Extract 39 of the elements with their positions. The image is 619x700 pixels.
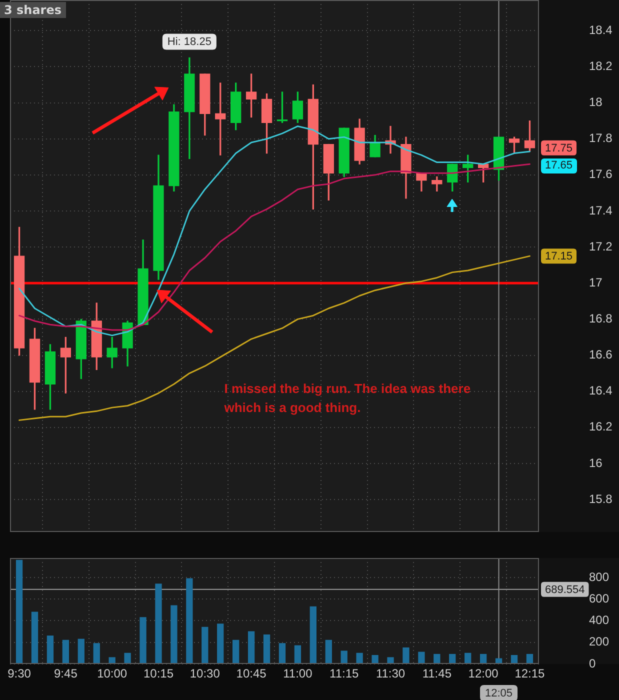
ref-line-label: 12:05 <box>485 688 513 700</box>
x-tick-label: 11:00 <box>283 666 313 681</box>
text: 17.65 <box>541 158 577 174</box>
x-tick-label: 10:30 <box>190 666 220 681</box>
x-tick-label: 12:00 <box>468 666 499 681</box>
y-tick-label: 17.2 <box>589 239 613 254</box>
x-tick-label: 9:45 <box>54 666 78 681</box>
annotation: Hi: 18.25 <box>167 36 212 48</box>
y-tick-label: 18 <box>589 95 603 110</box>
y-tick-label: 15.8 <box>589 492 613 506</box>
data-label: 17.15 <box>545 250 573 263</box>
x-tick-label: 10:00 <box>97 666 128 681</box>
x-tick-label: 11:45 <box>422 666 452 681</box>
y-tick-label: 200 <box>589 634 610 649</box>
annotation: I missed the big run. The idea was there which is a good thing. <box>224 380 472 417</box>
y-tick-label: 16.2 <box>589 420 613 434</box>
x-tick-label: 12:15 <box>514 666 546 681</box>
y-tick-label: 16.6 <box>589 348 613 362</box>
y-tick-label: 400 <box>589 613 610 628</box>
y-tick-label: 16 <box>589 456 603 470</box>
y-tick-label: 0 <box>589 656 596 670</box>
y-tick-label: 17.6 <box>589 167 613 182</box>
y-tick-label: 17 <box>589 275 603 290</box>
y-tick-label: 800 <box>589 570 610 584</box>
x-tick-label: 11:30 <box>376 666 406 681</box>
x-tick-label: 9:30 <box>8 666 32 681</box>
y-tick-label: 17.4 <box>589 203 613 218</box>
x-tick-label: 10:15 <box>143 666 174 681</box>
y-tick-label: 18.2 <box>589 59 613 74</box>
y-tick-label: 17.8 <box>589 131 613 146</box>
y-tick-label: 16.8 <box>589 312 613 326</box>
annotation: 3 shares <box>0 2 66 18</box>
y-tick-label: 600 <box>589 591 610 606</box>
x-tick-label: 10:45 <box>236 666 267 681</box>
y-tick-label: 16.4 <box>589 384 613 398</box>
x-tick-label: 11:15 <box>330 666 359 681</box>
text: 17.75 <box>545 142 573 154</box>
y-tick-label: 18.4 <box>589 22 613 37</box>
ref-line-label: 689.554 <box>545 584 585 596</box>
